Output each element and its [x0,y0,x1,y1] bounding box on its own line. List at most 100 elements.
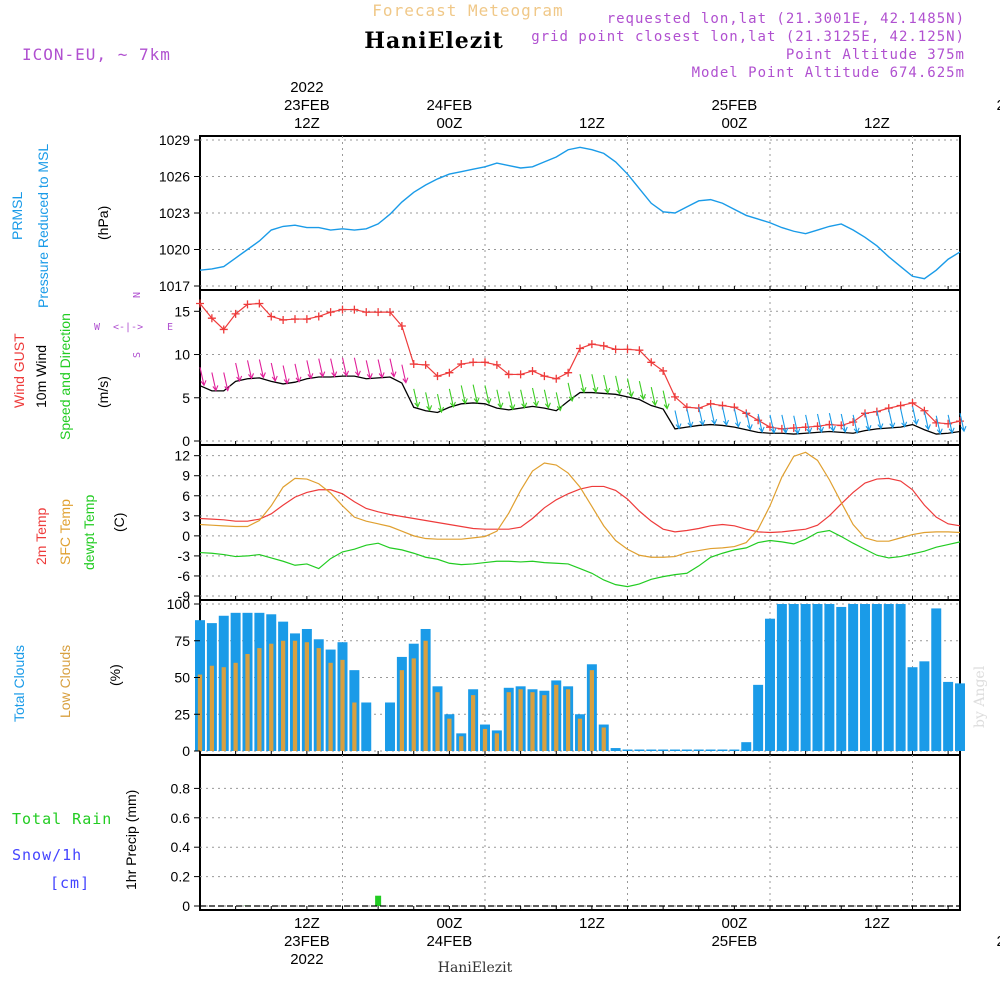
wind-direction-arrow [876,410,884,430]
bottom-time-label: 00Z [721,915,747,932]
wind-direction-arrow [911,406,920,426]
total-cloud-bar [361,702,372,751]
bottom-time-label: 23FEB [284,933,330,950]
total-cloud-bar [871,604,882,751]
total-cloud-bar [385,702,395,751]
credit: by Angel [972,665,988,728]
wind-direction-arrow [448,388,456,409]
wind-direction-arrow [888,409,896,429]
gust-marker [255,299,264,308]
low-cloud-bar [435,692,440,751]
wind-direction-arrow [935,415,943,435]
total-cloud-bar [883,604,894,751]
gust-line [199,302,961,430]
clouds-ytick-label: 25 [174,706,190,722]
pressure-label-2: Pressure Reduced to MSL [35,144,51,308]
gust-marker [956,417,964,426]
total-cloud-bar [658,749,669,751]
wind-direction-arrow [900,408,908,428]
wind-ytick-label: 0 [182,433,190,449]
gust-marker [896,401,905,410]
gust-marker [207,314,216,323]
total-clouds-label: Total Clouds [11,645,27,722]
top-time-label: 26FEB [996,97,1000,114]
low-cloud-bar [257,648,262,751]
precip-ylabel: 1hr Precip (mm) [123,790,139,890]
wind-direction-arrow [258,359,266,379]
wind-direction-arrow [567,382,575,402]
gust-marker [409,360,418,369]
wind-direction-arrow [282,365,290,385]
wind-direction-arrow [520,389,528,409]
wind-direction-arrow [389,358,397,378]
wind-direction-arrow [484,385,492,405]
gust-label: Wind GUST [11,333,27,408]
total-cloud-bar [824,604,835,751]
gust-marker [504,370,513,379]
bottom-time-label: 00Z [436,915,462,932]
total-cloud-bar [919,661,930,751]
top-title: Forecast Meteogram [372,1,563,20]
wind-direction-arrow [377,359,385,379]
wind-direction-arrow [757,413,765,434]
wind-direction-arrow [603,374,611,395]
wind-direction-arrow [626,378,635,398]
wind-direction-arrow [425,392,433,412]
total-cloud-bar [836,606,847,751]
total-cloud-bar [788,604,799,751]
compass-w: W [94,322,101,333]
low-cloud-bar [589,670,595,751]
wind-direction-arrow [674,410,682,430]
low-cloud-bar [233,662,238,751]
precip-ytick-label: 0.6 [171,810,191,826]
low-cloud-bar [304,642,310,751]
bottom-time-label: 25FEB [711,933,757,950]
wind-direction-arrow [508,391,516,411]
wind-ytick-label: 15 [174,303,190,319]
wind-direction-arrow [330,358,338,378]
precip-ytick-label: 0.4 [171,839,191,855]
wind-direction-arrow [246,360,255,380]
gust-marker [599,341,608,350]
wind-direction-arrow [864,412,872,432]
low-cloud-bar [577,718,583,751]
gust-marker [492,360,501,369]
temp-ytick-label: 0 [182,528,190,544]
top-time-label: 24FEB [426,97,472,114]
top-time-label: 2022 [290,79,323,96]
wind-direction-arrow [531,387,540,408]
low-cloud-bar [542,695,547,751]
wind-direction-arrow [436,393,445,414]
wind-direction-arrow [341,357,350,377]
compass-e: E [167,322,173,333]
gust-marker [362,308,371,317]
wind-direction-arrow [781,414,789,434]
gust-marker [386,308,394,317]
wind-direction-arrow [650,387,658,407]
wind-direction-arrow [698,406,706,427]
wind-direction-arrow [223,372,231,392]
wind-direction-arrow [270,362,278,383]
compass-mid: <-|-> [113,322,143,333]
pressure-line [199,146,961,280]
wind-direction-arrow [591,374,599,394]
precip-ytick-label: 0.2 [171,869,191,885]
bottom-time-label: 12Z [864,915,890,932]
total-cloud-bar [693,749,704,751]
total-cloud-bar [717,749,728,751]
total-cloud-bar [931,608,942,751]
wind-direction-arrow [721,406,730,427]
pressure-label-1: PRMSL [9,192,25,240]
model-altitude: Model Point Altitude 674.625m [692,65,965,81]
gust-marker [469,358,478,367]
gust-marker [291,315,299,324]
gust-marker [552,374,561,383]
low-cloud-bar [352,702,357,751]
dew-label: dewpt Temp [81,495,97,570]
top-time-label: 23FEB [284,97,330,114]
wind-direction-arrow [579,374,587,394]
wind-ytick-label: 10 [174,347,190,363]
wind-direction-arrow [840,413,848,434]
top-time-label: 12Z [579,115,605,132]
